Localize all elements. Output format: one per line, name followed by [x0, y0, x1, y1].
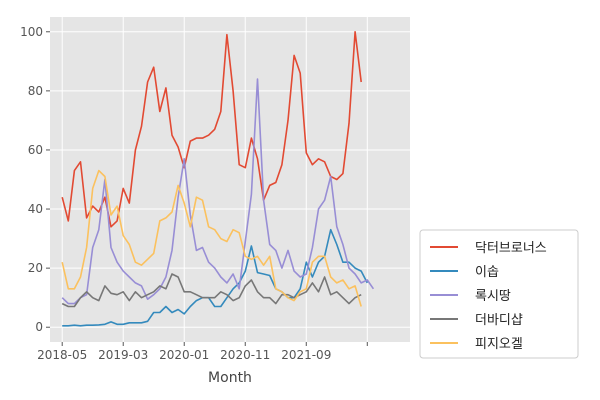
y-tick-label: 100 — [20, 25, 43, 39]
series-line-4 — [61, 273, 362, 308]
series-line-1 — [61, 30, 362, 228]
x-axis: 2018-05 2019-03 2020-01 2020-11 2021-09 — [37, 342, 368, 362]
x-tick-label: 2021-09 — [281, 348, 331, 362]
legend-label: 닥터브로너스 — [475, 241, 547, 256]
x-axis-label: Month — [208, 370, 252, 386]
y-tick-label: 0 — [35, 320, 43, 334]
x-tick-label: 2019-03 — [98, 348, 148, 362]
y-tick-label: 40 — [28, 202, 43, 216]
legend-label: 더바디샵 — [475, 313, 523, 328]
series-line-3 — [61, 78, 375, 305]
x-tick-label: 2018-05 — [37, 348, 87, 362]
legend-label: 피지오겔 — [475, 337, 523, 352]
legend-label: 이솝 — [475, 265, 499, 280]
legend-label: 록시땅 — [475, 289, 511, 304]
y-axis: 0 20 40 60 80 100 — [20, 25, 50, 334]
series-line-2 — [62, 228, 369, 327]
x-tick-label: 2020-11 — [220, 348, 270, 362]
series-line-5 — [61, 169, 362, 307]
x-tick-label: 2020-01 — [159, 348, 209, 362]
y-tick-label: 20 — [28, 261, 43, 275]
series-layer — [61, 30, 375, 327]
y-tick-label: 80 — [28, 84, 43, 98]
y-tick-label: 60 — [28, 143, 43, 157]
legend-box — [419, 229, 579, 359]
